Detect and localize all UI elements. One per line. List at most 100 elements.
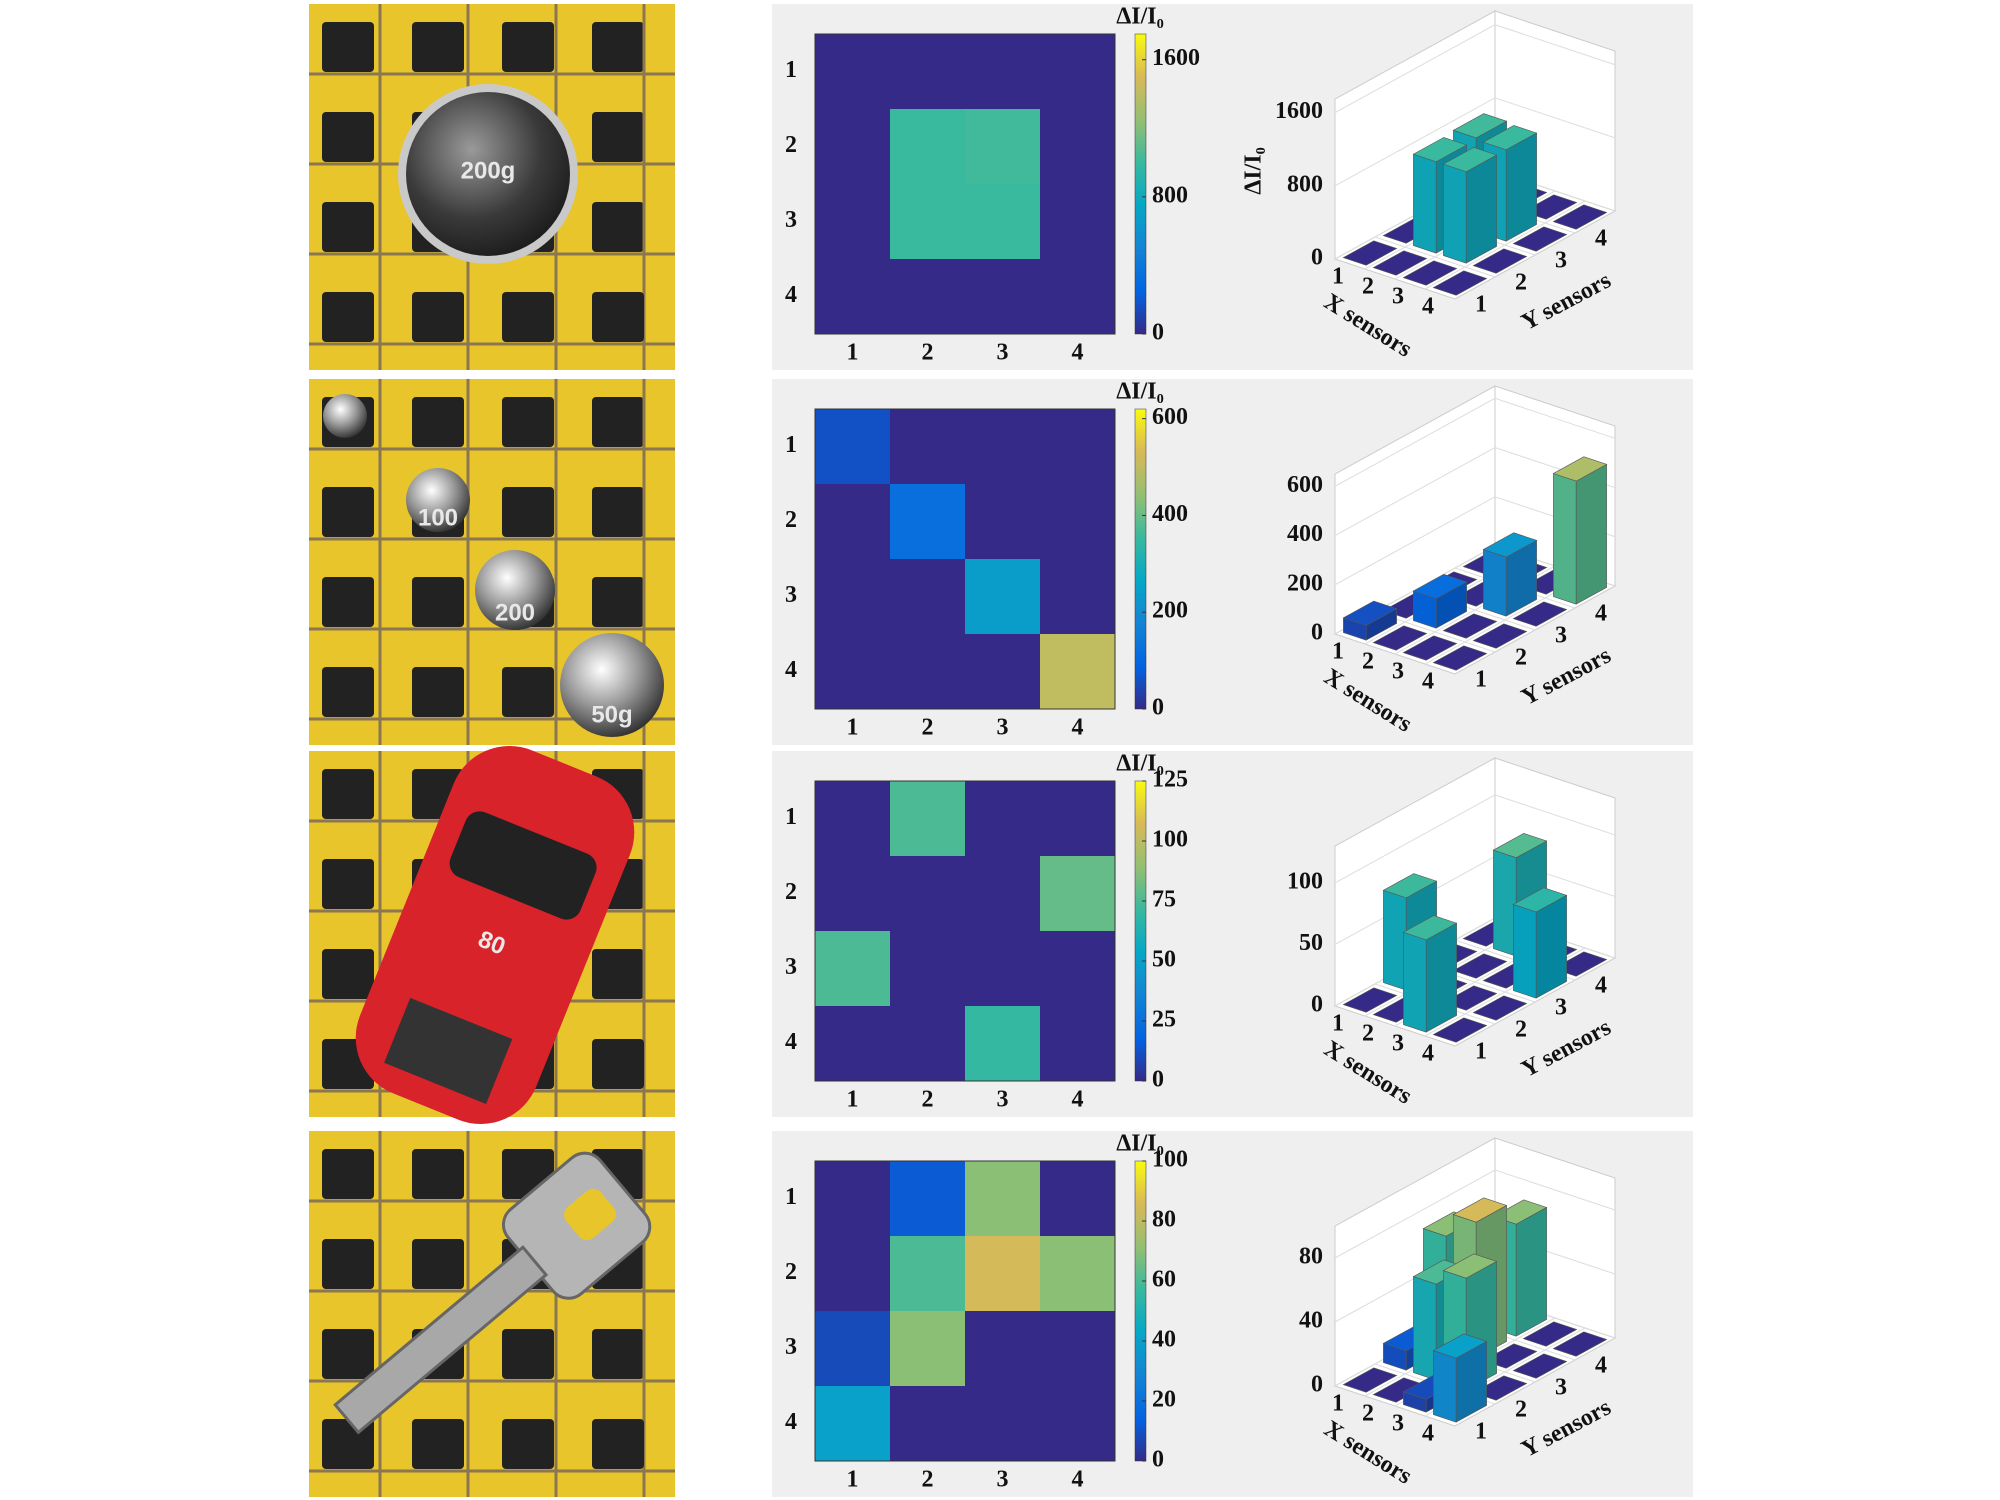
photo-sensor: [322, 577, 374, 627]
colorbar-tick-label: 200: [1152, 598, 1188, 624]
y-tick-label: 4: [785, 1409, 797, 1435]
photo-sensor: [592, 1329, 644, 1379]
bar-top: [1342, 1367, 1398, 1393]
z-tick-label: 200: [1287, 570, 1323, 596]
photo-sensor: [322, 487, 374, 537]
bar-face: [1505, 132, 1537, 242]
x-tick-label: 3: [997, 1087, 1009, 1113]
heatmap-cell: [1040, 1161, 1116, 1237]
colorbar: [1134, 1160, 1147, 1462]
y-tick-label: 3: [1555, 1375, 1567, 1401]
photo-sensor: [322, 202, 374, 252]
colorbar-tick-label: 100: [1152, 827, 1188, 853]
bar: [1402, 915, 1458, 1033]
heatmap-cell: [965, 634, 1041, 710]
x-tick-label: 3: [997, 340, 1009, 366]
y-tick-label: 2: [1515, 270, 1527, 296]
bar-top: [1372, 625, 1428, 651]
y-tick-label: 1: [785, 57, 797, 83]
photo-sensor: [412, 292, 464, 342]
z-tick-label: 800: [1287, 171, 1323, 197]
key-blade: [333, 1245, 549, 1435]
colorbar-tick-label: 0: [1152, 1447, 1164, 1473]
heatmap-cell: [890, 781, 966, 857]
heatmap-cell: [1040, 259, 1116, 335]
photo-sensor: [502, 397, 554, 447]
heatmap-cell: [1040, 184, 1116, 260]
bar: [1342, 1367, 1398, 1393]
bar-top: [1452, 113, 1508, 139]
y-tick-label: 3: [1555, 995, 1567, 1021]
bar-top: [1552, 204, 1608, 230]
heatmap-cell: [965, 484, 1041, 560]
bar-top: [1512, 1353, 1568, 1379]
y-tick-label: 1: [1475, 1419, 1487, 1445]
heatmap-cell: [965, 409, 1041, 485]
bar: [1472, 995, 1528, 1021]
x-tick-label: 2: [922, 715, 934, 741]
x-tick-label: 1: [1332, 1011, 1344, 1037]
bar-top: [1412, 137, 1468, 163]
bar: [1372, 250, 1428, 276]
grid-line: [1334, 24, 1616, 114]
heatmap-cell: [1040, 34, 1116, 110]
heatmap-cell: [965, 856, 1041, 932]
colorbar: [1134, 780, 1147, 1082]
bar-top: [1432, 645, 1488, 671]
bar-top: [1402, 915, 1458, 941]
z-tick-label: 400: [1287, 521, 1323, 547]
floor-grid: [1374, 236, 1496, 278]
heatmap-cell: [1040, 781, 1116, 857]
bar-top: [1402, 635, 1458, 661]
colorbar: [1134, 408, 1147, 710]
x-tick-label: 3: [997, 1467, 1009, 1493]
bar: [1552, 1331, 1608, 1357]
y-tick-label: 3: [785, 207, 797, 233]
heatmap-frame: [814, 408, 1116, 710]
photo-sensor: [592, 487, 644, 537]
photo-sensor: [322, 112, 374, 162]
x-tick-label: 1: [1332, 639, 1344, 665]
heatmap-cell: [965, 781, 1041, 857]
key-hole: [564, 1188, 617, 1241]
grid-line: [1334, 794, 1616, 884]
heatmap-cell: [1040, 409, 1116, 485]
x-tick-label: 1: [847, 715, 859, 741]
heatmap-cell: [890, 1236, 966, 1312]
photo-weight: [475, 550, 555, 630]
bar: [1522, 1321, 1578, 1347]
y-tick-label: 4: [785, 1029, 797, 1055]
bar: [1442, 147, 1498, 264]
x-tick-label: 3: [997, 715, 1009, 741]
y-tick-label: 1: [785, 804, 797, 830]
heatmap-cell: [815, 1006, 891, 1082]
y-tick-label: 3: [1555, 623, 1567, 649]
grid-line: [1334, 397, 1616, 487]
colorbar-tick-label: 0: [1152, 1067, 1164, 1093]
colorbar-title: ΔI/I₀: [1116, 751, 1164, 777]
y-tick-label: 1: [1475, 667, 1487, 693]
photo-sensor: [322, 22, 374, 72]
photo-sensor: [592, 1419, 644, 1469]
bar-face: [1465, 154, 1497, 264]
x-tick-label: 4: [1422, 1421, 1434, 1447]
photo-sensor: [502, 1419, 554, 1469]
x-tick-label: 1: [847, 1467, 859, 1493]
y-tick-label: 3: [1555, 248, 1567, 274]
photo-label: 100: [418, 505, 458, 532]
y-tick-label: 1: [785, 1184, 797, 1210]
heatmap-cell: [815, 109, 891, 185]
photo-sensor: [412, 667, 464, 717]
heatmap-cell: [890, 856, 966, 932]
heatmap-cell: [965, 1006, 1041, 1082]
y-tick-label: 2: [785, 132, 797, 158]
colorbar-tick-label: 50: [1152, 947, 1176, 973]
bar: [1432, 1333, 1488, 1423]
bar-top: [1482, 532, 1538, 558]
bar-face: [1403, 931, 1427, 1033]
heatmap-cell: [1040, 1386, 1116, 1462]
x-tick-label: 4: [1422, 294, 1434, 320]
car-grille: [384, 997, 513, 1104]
grid-line: [1334, 1169, 1616, 1259]
